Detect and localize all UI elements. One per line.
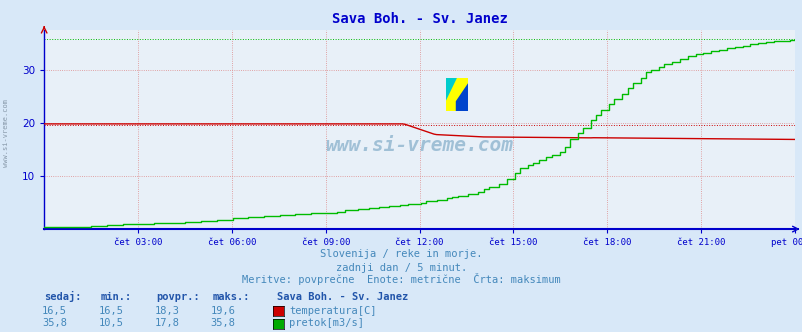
Text: temperatura[C]: temperatura[C] — [289, 306, 376, 316]
Text: 16,5: 16,5 — [98, 306, 124, 316]
Polygon shape — [445, 78, 456, 101]
Text: 19,6: 19,6 — [210, 306, 236, 316]
Text: zadnji dan / 5 minut.: zadnji dan / 5 minut. — [335, 263, 467, 273]
Text: Slovenija / reke in morje.: Slovenija / reke in morje. — [320, 249, 482, 259]
Text: 17,8: 17,8 — [154, 318, 180, 328]
Text: povpr.:: povpr.: — [156, 292, 200, 302]
Text: min.:: min.: — [100, 292, 132, 302]
Text: 16,5: 16,5 — [42, 306, 67, 316]
Text: Meritve: povprečne  Enote: metrične  Črta: maksimum: Meritve: povprečne Enote: metrične Črta:… — [242, 273, 560, 285]
Text: 10,5: 10,5 — [98, 318, 124, 328]
Polygon shape — [456, 83, 468, 111]
Text: sedaj:: sedaj: — [44, 291, 82, 302]
Text: www.si-vreme.com: www.si-vreme.com — [3, 99, 9, 167]
Title: Sava Boh. - Sv. Janez: Sava Boh. - Sv. Janez — [331, 12, 507, 26]
Text: maks.:: maks.: — [213, 292, 250, 302]
Text: 35,8: 35,8 — [210, 318, 236, 328]
Text: pretok[m3/s]: pretok[m3/s] — [289, 318, 363, 328]
Text: 35,8: 35,8 — [42, 318, 67, 328]
Text: Sava Boh. - Sv. Janez: Sava Boh. - Sv. Janez — [277, 292, 407, 302]
Text: 18,3: 18,3 — [154, 306, 180, 316]
Text: www.si-vreme.com: www.si-vreme.com — [325, 136, 513, 155]
